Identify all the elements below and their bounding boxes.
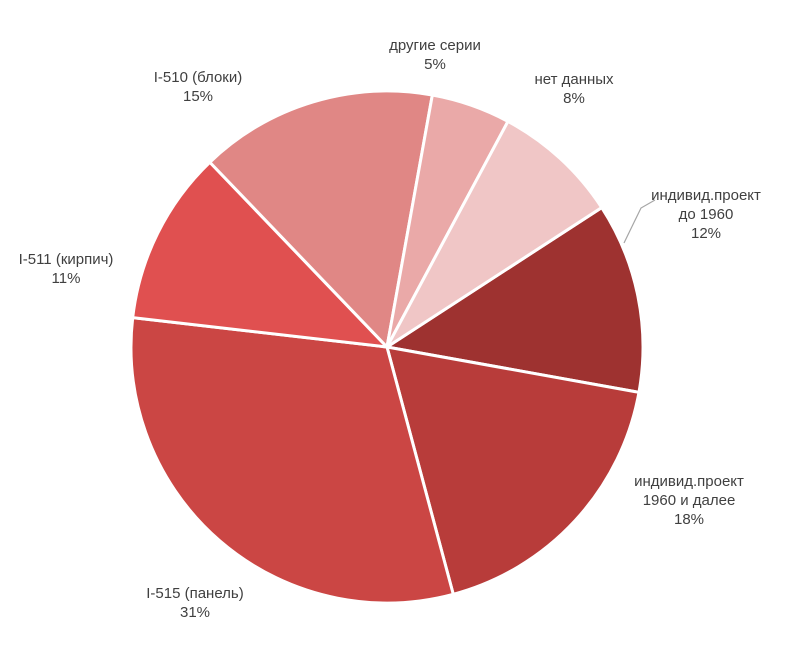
leader-lines-layer: [623, 199, 656, 244]
slice-percent-7: 8%: [563, 90, 585, 107]
leader-line-1: [623, 199, 656, 244]
slice-label-3: I-515 (панель) 31%: [146, 585, 244, 621]
pie-slice-2: [385, 345, 641, 596]
slice-label-1: индивид.проект до 1960 12%: [651, 187, 761, 242]
slice-name-4: I-511 (кирпич): [19, 251, 114, 268]
pie-slice-7: [385, 119, 604, 349]
pie-slice-1: [385, 206, 645, 394]
slices-layer: [129, 89, 645, 605]
slice-name-3: I-515 (панель): [146, 585, 244, 602]
slice-label-2: индивид.проект 1960 и далее 18%: [634, 473, 744, 528]
slice-percent-5: 15%: [183, 88, 213, 105]
pie-slice-3: [129, 316, 455, 605]
slice-percent-2: 18%: [674, 511, 704, 528]
slice-percent-6: 5%: [424, 56, 446, 73]
slice-label-6: другие серии 5%: [389, 37, 481, 73]
slice-label-4: I-511 (кирпич) 11%: [19, 251, 114, 287]
slice-label-7: нет данных 8%: [534, 71, 614, 107]
slice-percent-1: 12%: [691, 225, 721, 242]
slice-name-2: 1960 и далее: [643, 492, 736, 509]
pie-slice-5: [208, 89, 434, 349]
slice-name-1: до 1960: [679, 206, 734, 223]
slice-name-5: I-510 (блоки): [154, 69, 242, 86]
slice-label-5: I-510 (блоки) 15%: [154, 69, 242, 105]
labels-layer: индивид.проект до 1960 12% индивид.проект 19…: [19, 37, 761, 621]
slice-percent-3: 31%: [180, 604, 210, 621]
slice-name-6: другие серии: [389, 37, 481, 54]
slice-name-1: индивид.проект: [651, 187, 761, 204]
slice-name-2: индивид.проект: [634, 473, 744, 490]
slice-percent-4: 11%: [52, 270, 81, 287]
slice-name-7: нет данных: [534, 71, 614, 88]
pie-slice-4: [131, 160, 389, 349]
